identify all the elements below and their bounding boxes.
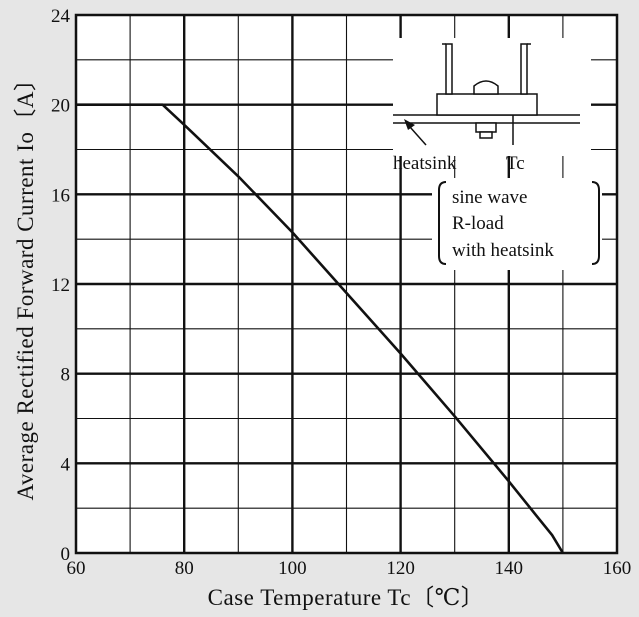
- screw-head: [473, 80, 499, 95]
- y-tick-label: 20: [51, 96, 70, 117]
- derating-curve: [76, 103, 565, 554]
- x-axis-label: Case Temperature Tc〔℃〕: [208, 585, 485, 610]
- y-tick-label: 16: [51, 185, 70, 206]
- screw-end: [479, 131, 493, 139]
- x-tick-label: 120: [386, 558, 415, 579]
- device-lead: [520, 43, 528, 95]
- series-layer: [76, 103, 565, 554]
- conditions-note: sine wave R-load with heatsink: [432, 178, 602, 270]
- condition-line: R-load: [452, 213, 504, 234]
- screw-nut: [475, 122, 497, 133]
- y-tick-label: 24: [51, 6, 71, 27]
- right-brace: [591, 181, 600, 265]
- left-brace: [438, 181, 447, 265]
- conditions-background: [432, 178, 602, 270]
- tc-label: Tc: [506, 153, 525, 174]
- heatsink-arrow: [409, 126, 427, 146]
- arrow-head: [404, 119, 415, 130]
- y-tick-label: 8: [61, 365, 71, 386]
- heatsink-label: heatsink: [393, 153, 457, 174]
- y-axis-label: Average Rectified Forward Current Io〔A〕: [13, 68, 38, 501]
- y-tick-label: 0: [61, 544, 71, 565]
- x-tick-label: 160: [603, 558, 632, 579]
- plot-frame: [74, 13, 619, 555]
- y-tick-label: 4: [61, 454, 71, 475]
- device-lead: [445, 43, 453, 95]
- condition-line: with heatsink: [452, 240, 554, 261]
- x-tick-label: 140: [495, 558, 524, 579]
- device-body: [436, 93, 538, 116]
- heatsink-diagram: heatsink Tc: [393, 38, 591, 174]
- x-tick-label: 100: [278, 558, 307, 579]
- y-tick-labels: 0 4 8 12 16 20 24: [51, 6, 71, 565]
- x-tick-label: 80: [175, 558, 194, 579]
- y-tick-label: 12: [51, 275, 70, 296]
- x-tick-label: 60: [67, 558, 86, 579]
- condition-line: sine wave: [452, 187, 527, 208]
- x-tick-labels: 60 80 100 120 140 160: [67, 558, 632, 579]
